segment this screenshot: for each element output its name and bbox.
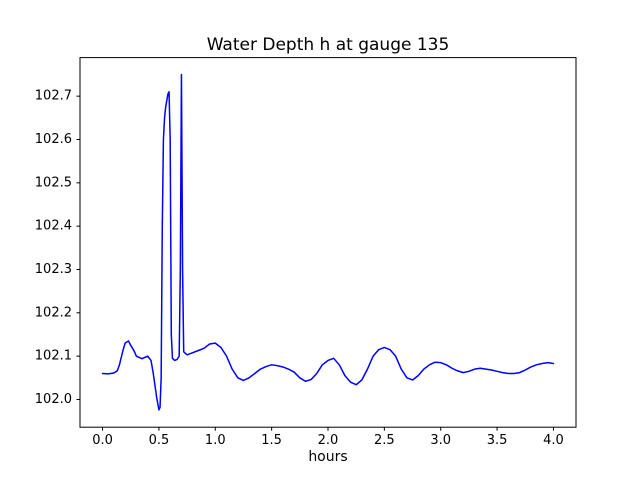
x-tick-label: 4.0 — [543, 433, 564, 448]
x-tick-label: 1.5 — [261, 433, 282, 448]
y-tick-label: 102.6 — [35, 132, 72, 147]
chart-title: Water Depth h at gauge 135 — [207, 35, 450, 55]
x-tick-label: 3.0 — [430, 433, 451, 448]
x-tick-label: 0.0 — [92, 433, 113, 448]
y-tick-label: 102.7 — [35, 89, 72, 104]
y-tick-label: 102.4 — [35, 219, 72, 234]
y-tick-label: 102.2 — [35, 305, 72, 320]
y-tick-label: 102.1 — [35, 349, 72, 364]
x-axis-ticks: 0.0 0.5 1.0 1.5 2.0 2.5 3.0 3.5 4.0 — [92, 427, 564, 448]
x-tick-label: 0.5 — [149, 433, 170, 448]
y-tick-label: 102.3 — [35, 262, 72, 277]
x-tick-label: 1.0 — [205, 433, 226, 448]
x-tick-label: 3.5 — [487, 433, 508, 448]
y-axis-ticks: 102.0 102.1 102.2 102.3 102.4 102.5 102.6 102.7 — [35, 89, 80, 407]
x-axis-label: hours — [308, 449, 347, 465]
plot-border — [79, 57, 577, 428]
data-line — [101, 73, 555, 411]
y-tick-label: 102.5 — [35, 175, 72, 190]
x-tick-label: 2.5 — [374, 433, 395, 448]
x-tick-label: 2.0 — [318, 433, 339, 448]
y-tick-label: 102.0 — [35, 392, 72, 407]
